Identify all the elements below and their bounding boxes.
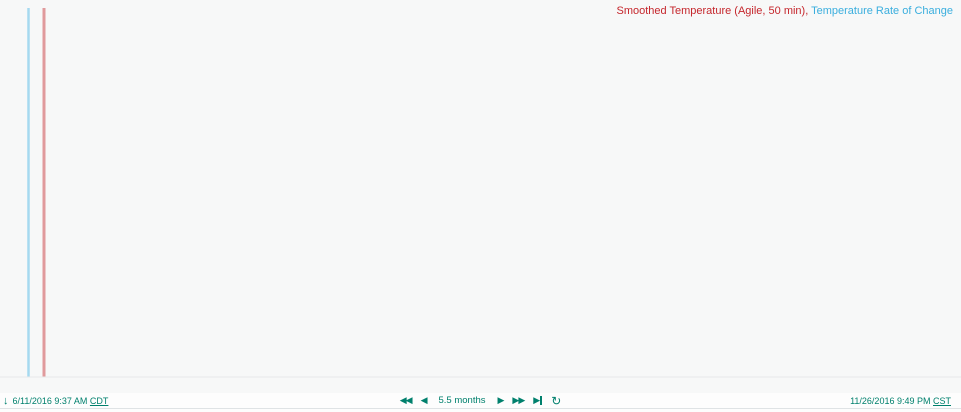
trend-chart-svg[interactable] [0, 0, 961, 393]
start-time-text: 6/11/2016 9:37 AM [12, 396, 88, 406]
jump-to-start-icon[interactable]: ↓ [3, 395, 9, 407]
skip-to-end-triangle: ▶ [533, 395, 540, 405]
refresh-button[interactable]: ↻ [551, 393, 562, 408]
skip-to-end-button[interactable]: ▶ [533, 394, 543, 407]
start-timezone-link[interactable]: CDT [89, 396, 109, 406]
legend-item-smoothed-temperature[interactable]: Smoothed Temperature (Agile, 50 min), [616, 5, 812, 17]
timebar-footer: ↓ 6/11/2016 9:37 AM CDT ◀◀ ◀ 5.5 months … [0, 393, 961, 412]
timebar-row: ↓ 6/11/2016 9:37 AM CDT ◀◀ ◀ 5.5 months … [0, 393, 961, 409]
time-navigation-controls: ◀◀ ◀ 5.5 months ▶ ▶▶ ▶ ↻ [0, 394, 961, 407]
end-timezone-link[interactable]: CST [933, 396, 951, 406]
end-timestamp: 11/26/2016 9:49 PM CST [850, 396, 951, 406]
start-timestamp: 6/11/2016 9:37 AM CDT [13, 396, 109, 406]
step-forward-button[interactable]: ▶ [497, 395, 505, 405]
fast-forward-button[interactable]: ▶▶ [512, 395, 525, 405]
chart-area: Smoothed Temperature (Agile, 50 min), Te… [0, 0, 961, 393]
end-time-text: 11/26/2016 9:49 PM [850, 396, 931, 406]
end-time-group: 11/26/2016 9:49 PM CST [850, 396, 951, 406]
start-time-group: ↓ 6/11/2016 9:37 AM CDT [3, 395, 108, 407]
skip-to-end-bar [540, 396, 543, 405]
fast-backward-button[interactable]: ◀◀ [399, 395, 413, 405]
step-backward-button[interactable]: ◀ [420, 395, 428, 405]
chart-legend: Smoothed Temperature (Agile, 50 min), Te… [616, 5, 953, 17]
legend-item-temperature-rate-of-change[interactable]: Temperature Rate of Change [811, 5, 953, 17]
time-range-label: 5.5 months [438, 395, 486, 406]
